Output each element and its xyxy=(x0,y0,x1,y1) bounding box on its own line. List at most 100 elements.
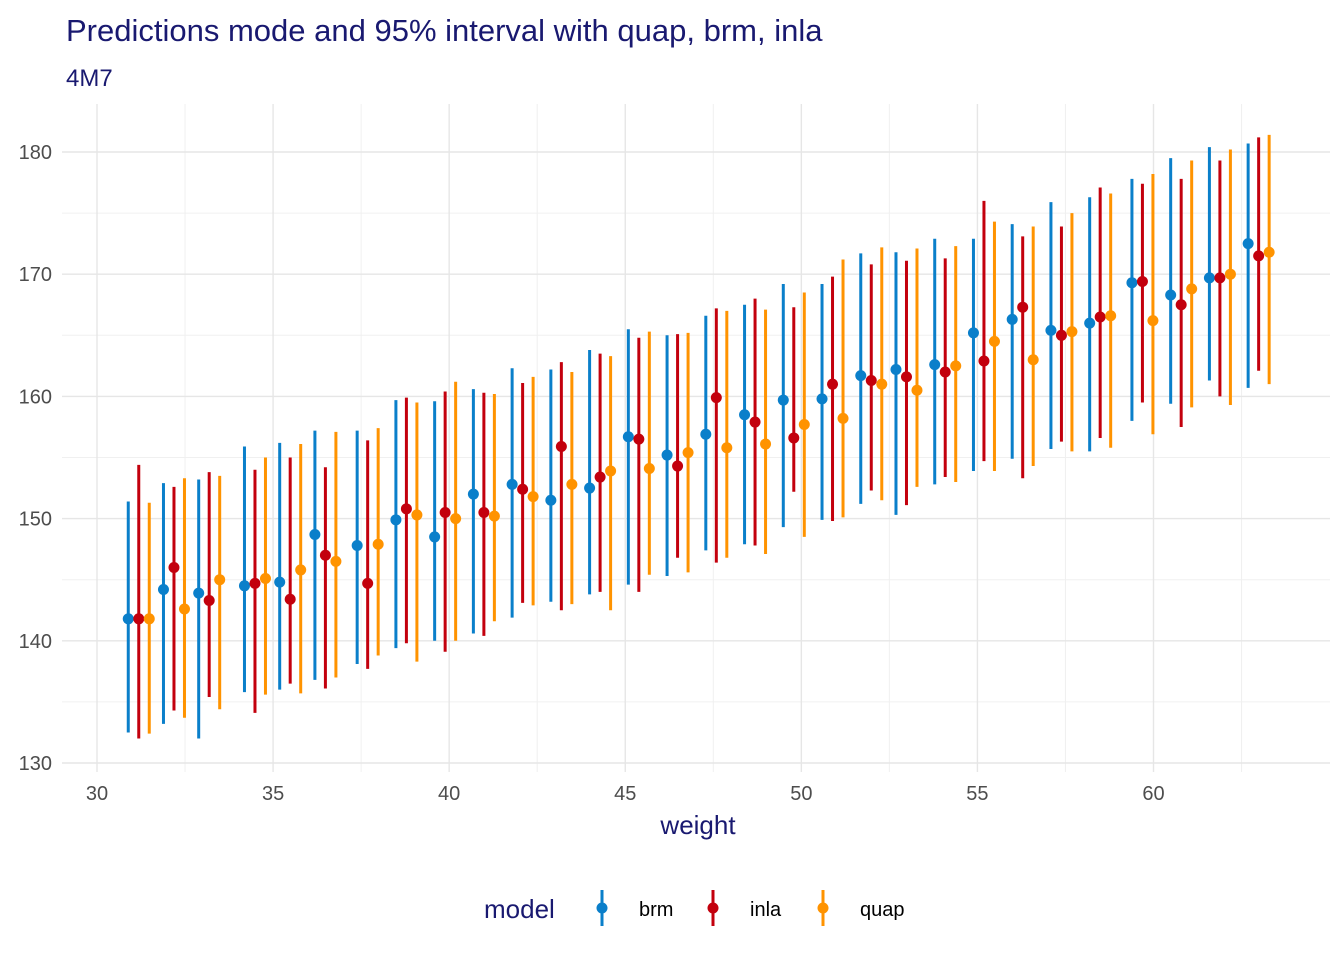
y-tick-label: 160 xyxy=(19,386,52,408)
quap-point xyxy=(911,384,923,396)
series-brm xyxy=(122,143,1254,739)
legend-keys: brm inla quap xyxy=(596,890,905,926)
brm-point xyxy=(584,482,596,494)
quap-point xyxy=(1066,326,1078,338)
inla-point xyxy=(633,433,645,445)
quap-point xyxy=(876,378,888,390)
brm-point xyxy=(429,531,441,543)
chart-title: Predictions mode and 95% interval with q… xyxy=(66,13,823,48)
inla-point xyxy=(710,392,722,404)
x-tick-label: 60 xyxy=(1142,783,1164,805)
brm-point xyxy=(274,576,286,588)
quap-point xyxy=(1186,283,1198,295)
brm-point xyxy=(506,478,518,490)
inla-point xyxy=(319,549,331,561)
quap-point xyxy=(527,491,539,503)
legend-key-brm-point xyxy=(596,902,608,914)
inla-point xyxy=(439,506,451,518)
inla-point xyxy=(203,594,215,606)
inla-point xyxy=(478,506,490,518)
brm-point xyxy=(967,327,979,339)
inla-point xyxy=(168,561,180,573)
brm-point xyxy=(1203,272,1215,284)
quap-point xyxy=(721,442,733,454)
brm-point xyxy=(122,613,134,625)
brm-point xyxy=(1242,238,1254,250)
x-tick-label: 35 xyxy=(262,783,284,805)
quap-point xyxy=(330,555,342,567)
legend-key-inla-point xyxy=(707,902,719,914)
inla-point xyxy=(788,432,800,444)
inla-point xyxy=(284,593,296,605)
inla-point xyxy=(594,471,606,483)
inla-point xyxy=(133,613,145,625)
brm-point xyxy=(467,488,479,500)
brm-point xyxy=(545,494,557,506)
quap-point xyxy=(178,603,190,615)
x-tick-labels: 30 35 40 45 50 55 60 xyxy=(86,783,1165,805)
legend-label-brm: brm xyxy=(639,899,673,921)
inla-point xyxy=(978,355,990,367)
inla-point xyxy=(1136,276,1148,288)
inla-point xyxy=(555,441,567,453)
brm-point xyxy=(661,449,673,461)
brm-point xyxy=(739,409,751,421)
brm-point xyxy=(1084,317,1096,329)
quap-point xyxy=(1263,246,1275,258)
brm-point xyxy=(929,359,941,371)
inla-point xyxy=(939,366,951,378)
quap-point xyxy=(372,538,384,550)
x-tick-label: 50 xyxy=(790,783,812,805)
brm-point xyxy=(890,364,902,376)
inla-point xyxy=(517,483,529,495)
inla-point xyxy=(362,577,374,589)
quap-point xyxy=(1147,315,1159,327)
inla-point xyxy=(1017,301,1029,313)
legend-label-inla: inla xyxy=(750,899,782,921)
quap-point xyxy=(450,513,462,525)
x-tick-label: 55 xyxy=(966,783,988,805)
plot-marks xyxy=(122,134,1275,739)
y-tick-label: 170 xyxy=(19,264,52,286)
inla-point xyxy=(400,503,412,515)
brm-point xyxy=(1045,324,1057,336)
legend-key-quap-point xyxy=(817,902,829,914)
y-tick-labels: 130 140 150 160 170 180 xyxy=(19,142,52,775)
brm-point xyxy=(309,528,321,540)
inla-point xyxy=(1214,272,1226,284)
quap-point xyxy=(1027,354,1039,366)
series-inla xyxy=(133,137,1265,739)
x-tick-label: 30 xyxy=(86,783,108,805)
inla-point xyxy=(749,416,761,428)
quap-point xyxy=(566,478,578,490)
quap-point xyxy=(760,438,772,450)
inla-point xyxy=(900,371,912,383)
quap-point xyxy=(259,572,271,584)
brm-point xyxy=(816,393,828,405)
quap-point xyxy=(214,574,226,586)
inla-point xyxy=(1055,329,1067,341)
brm-point xyxy=(1006,313,1018,325)
x-tick-label: 40 xyxy=(438,783,460,805)
quap-point xyxy=(411,509,423,521)
quap-point xyxy=(798,419,810,431)
series-quap xyxy=(143,134,1275,734)
brm-point xyxy=(1165,289,1177,301)
quap-point xyxy=(1224,268,1236,280)
brm-point xyxy=(1126,277,1138,289)
brm-point xyxy=(238,580,250,592)
inla-point xyxy=(865,375,877,387)
quap-point xyxy=(295,564,307,576)
brm-point xyxy=(351,539,363,551)
inla-point xyxy=(827,378,839,390)
inla-point xyxy=(1175,299,1187,311)
brm-point xyxy=(777,394,789,406)
x-axis-label: weight xyxy=(659,810,736,840)
brm-point xyxy=(390,514,402,526)
quap-point xyxy=(143,613,155,625)
legend-title: model xyxy=(484,894,555,924)
y-tick-label: 150 xyxy=(19,509,52,531)
y-tick-label: 140 xyxy=(19,631,52,653)
legend-label-quap: quap xyxy=(860,899,905,921)
